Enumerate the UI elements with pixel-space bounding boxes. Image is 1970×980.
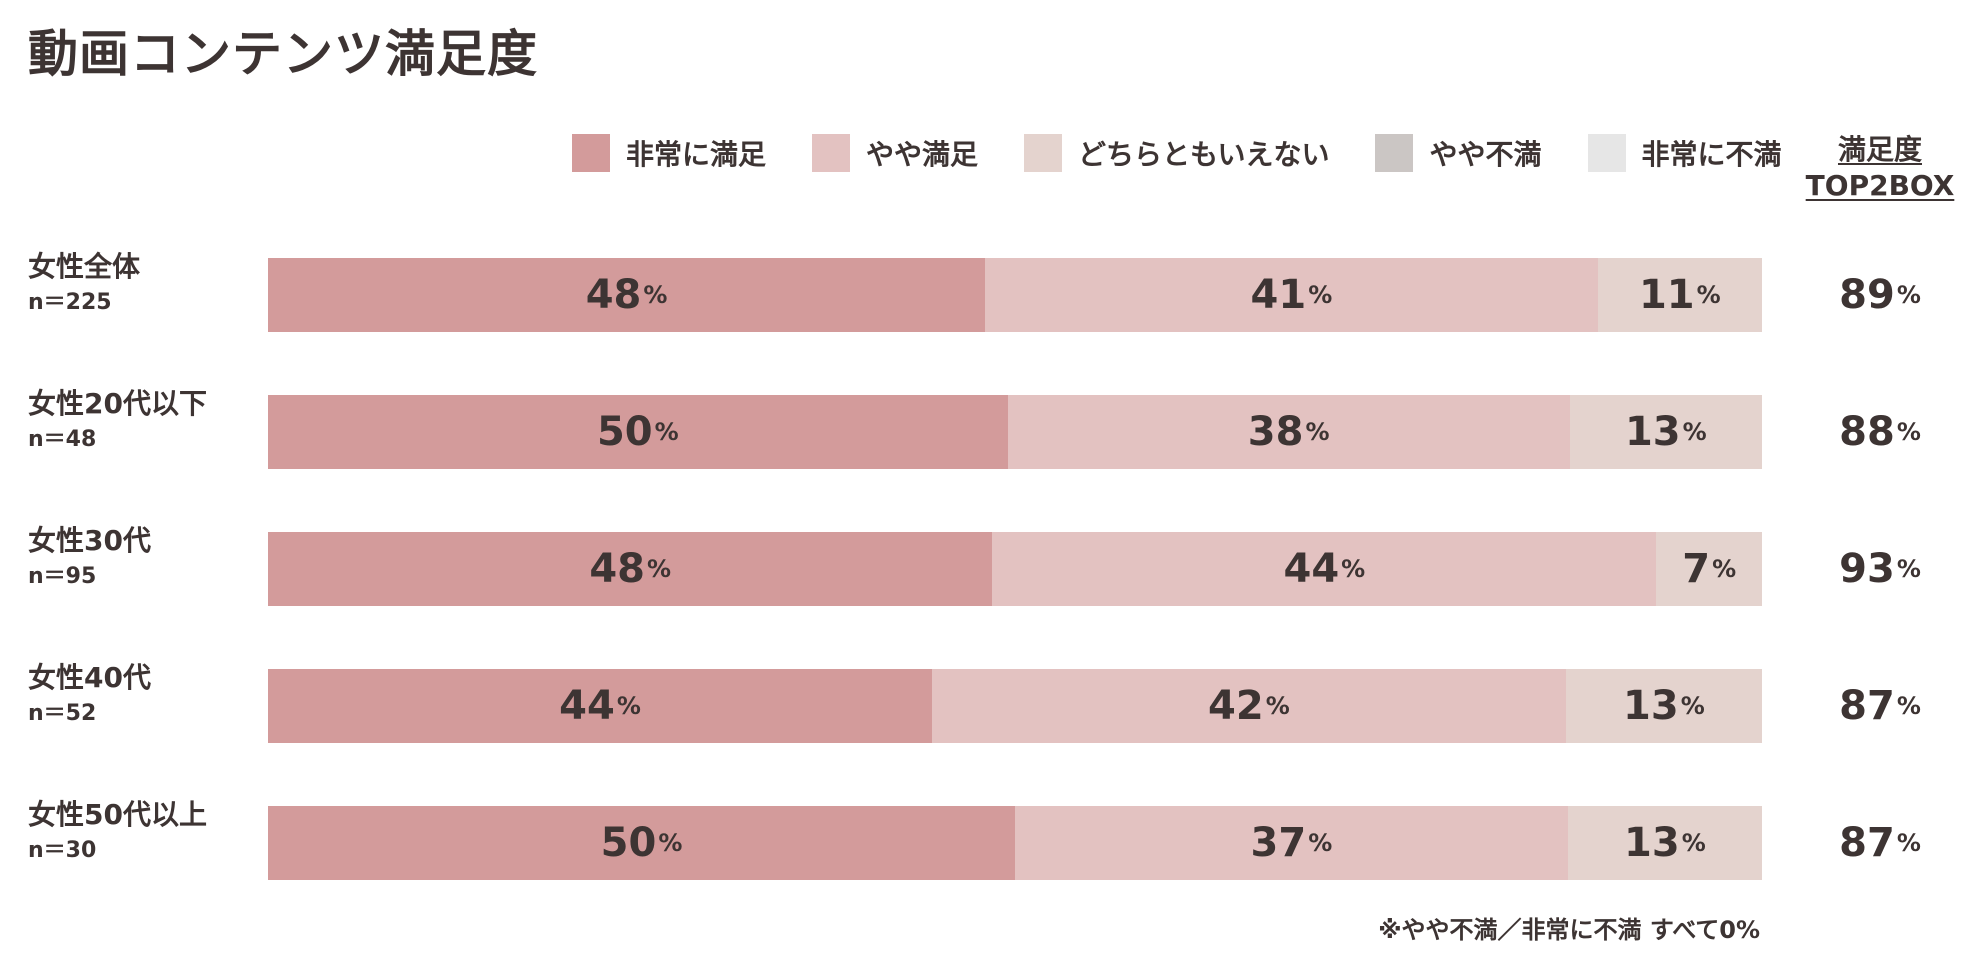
row-label: 女性30代 n＝95 (28, 524, 258, 592)
bar-segment: 50% (268, 395, 1008, 469)
row-label: 女性20代以下 n＝48 (28, 387, 258, 455)
legend-swatch (1587, 134, 1626, 172)
legend-label: やや不満 (1429, 138, 1542, 171)
category-label: 女性40代 (28, 661, 151, 694)
legend-label: やや満足 (866, 138, 979, 171)
stacked-bar: 44% 42% 13% (268, 669, 1762, 743)
top2box-value: 87% (1839, 820, 1921, 866)
sample-size-label: n＝30 (28, 838, 97, 863)
bar-segment: 42% (932, 669, 1566, 743)
legend-item: 非常に不満 (1587, 133, 1782, 173)
bar-segment: 44% (992, 532, 1657, 606)
bar-segment: 13% (1565, 669, 1762, 743)
bar-segment: 48% (268, 258, 986, 332)
bar-segment: 13% (1567, 806, 1762, 880)
top2box-value: 93% (1839, 546, 1921, 592)
category-label: 女性20代以下 (28, 387, 207, 420)
legend-swatch (812, 134, 851, 172)
bar-segment: 48% (268, 532, 993, 606)
row-label: 女性40代 n＝52 (28, 661, 258, 729)
legend-swatch (572, 134, 610, 172)
bar-segment: 38% (1007, 395, 1570, 469)
sample-size-label: n＝95 (28, 564, 97, 589)
top2box-header-line2: TOP2BOX (1805, 169, 1955, 202)
category-label: 女性全体 (28, 250, 141, 283)
bar-segment: 13% (1569, 395, 1762, 469)
row-label: 女性全体 n＝225 (28, 250, 258, 318)
legend-item: 非常に満足 (572, 133, 766, 173)
sample-size-label: n＝225 (28, 290, 112, 315)
sample-size-label: n＝48 (28, 427, 97, 452)
bar-segment: 50% (268, 806, 1015, 880)
bar-segment: 44% (268, 669, 932, 743)
bar-segment: 11% (1597, 258, 1762, 332)
legend-swatch (1024, 134, 1063, 172)
top2box-value: 89% (1839, 272, 1921, 318)
top2box-header: 満足度 TOP2BOX (1800, 132, 1960, 204)
top2box-value: 88% (1839, 409, 1921, 455)
category-label: 女性50代以上 (28, 798, 207, 831)
stacked-bar: 50% 37% 13% (268, 806, 1762, 880)
top2box-header-line1: 満足度 (1837, 133, 1922, 166)
row-label: 女性50代以上 n＝30 (28, 798, 258, 866)
legend-label: 非常に不満 (1641, 138, 1782, 171)
stacked-bar: 48% 41% 11% (268, 258, 1762, 332)
bar-segment: 41% (985, 258, 1598, 332)
footnote: ※やや不満／非常に不満 すべて0% (1378, 916, 1760, 944)
stacked-bar: 50% 38% 13% (268, 395, 1762, 469)
bar-segment: 37% (1015, 806, 1568, 880)
legend-label: どちらともいえない (1078, 138, 1330, 171)
chart-title: 動画コンテンツ満足度 (28, 25, 538, 83)
chart-legend: 非常に満足 やや満足 どちらともいえない やや不満 非常に不満 (572, 133, 1782, 173)
sample-size-label: n＝52 (28, 701, 97, 726)
legend-label: 非常に満足 (626, 138, 767, 171)
legend-item: やや不満 (1375, 133, 1542, 173)
category-label: 女性30代 (28, 524, 151, 557)
bar-segment: 7% (1656, 532, 1762, 606)
legend-swatch (1375, 134, 1414, 172)
legend-item: やや満足 (812, 133, 978, 173)
stacked-bar: 48% 44% 7% (268, 532, 1762, 606)
top2box-value: 87% (1839, 683, 1921, 729)
legend-item: どちらともいえない (1024, 133, 1329, 173)
